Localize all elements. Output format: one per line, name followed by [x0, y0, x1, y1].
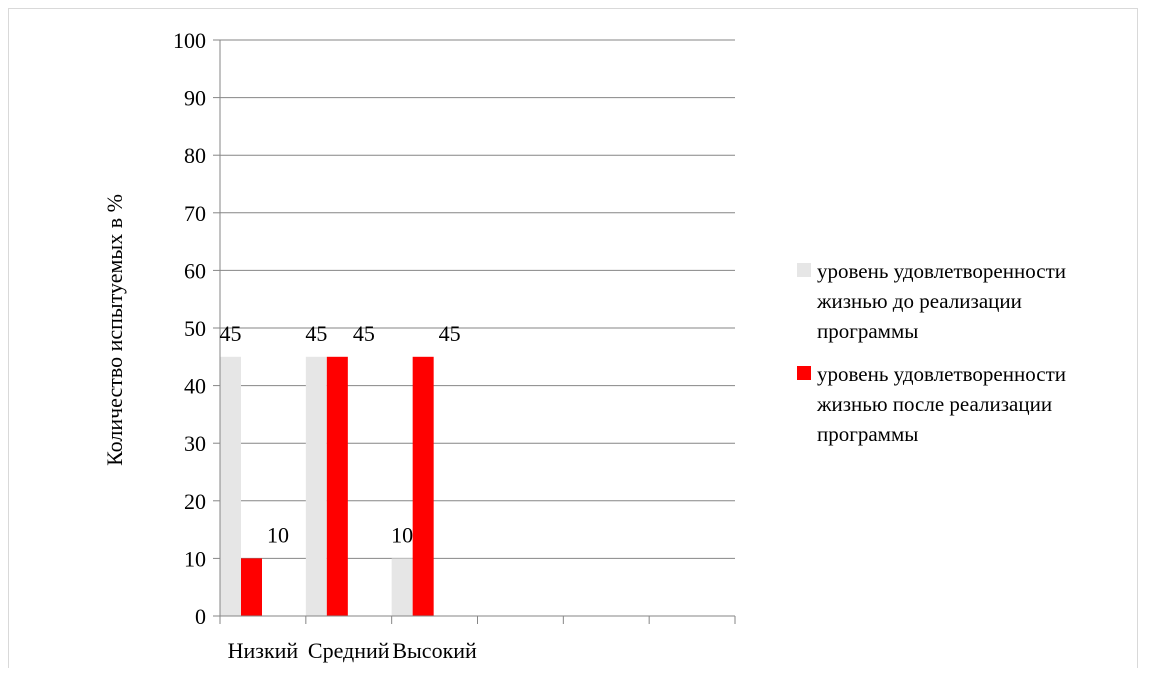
- data-label: 45: [353, 321, 375, 346]
- data-label: 45: [305, 321, 327, 346]
- y-tick-label: 50: [184, 316, 206, 341]
- axes: [213, 39, 736, 624]
- bar-before: [391, 558, 413, 616]
- data-label: 45: [439, 321, 461, 346]
- legend-label: уровень удовлетворенности: [817, 259, 1066, 283]
- legend-label: жизнью после реализации: [816, 392, 1052, 416]
- y-axis-title: Количество испытуемых в %: [102, 194, 127, 466]
- y-tick-label: 20: [184, 489, 206, 514]
- bars: [220, 356, 434, 616]
- y-tick-label: 90: [184, 86, 206, 111]
- x-tick-label: Средний: [308, 638, 390, 663]
- bar-after: [241, 558, 262, 616]
- y-tick-label: 70: [184, 201, 206, 226]
- y-tick-label: 80: [184, 143, 206, 168]
- gridlines: [220, 39, 735, 559]
- data-label: 10: [267, 522, 289, 547]
- legend-swatch: [797, 263, 811, 277]
- legend-label: жизнью до реализации: [816, 289, 1022, 313]
- legend-swatch: [797, 366, 811, 380]
- data-label: 45: [220, 321, 242, 346]
- x-tick-label: Низкий: [228, 638, 299, 663]
- bar-before: [305, 356, 327, 616]
- y-tick-label: 40: [184, 374, 206, 399]
- y-tick-label: 30: [184, 431, 206, 456]
- data-label: 10: [391, 522, 413, 547]
- legend-label: программы: [817, 319, 918, 343]
- bar-after: [326, 356, 348, 616]
- x-tick-label: Высокий: [392, 638, 477, 663]
- bar-before: [220, 356, 241, 616]
- legend-label: уровень удовлетворенности: [817, 362, 1066, 386]
- legend: уровень удовлетворенности жизнью до реали…: [797, 259, 1066, 446]
- y-tick-label: 10: [184, 546, 206, 571]
- legend-label: программы: [817, 422, 918, 446]
- y-tick-label: 100: [173, 28, 206, 53]
- y-tick-label: 60: [184, 258, 206, 283]
- bar-after: [412, 356, 434, 616]
- labels: 0 10 20 30 40 50 60 70 80 90 100 Низкий Средний Высок…: [173, 28, 477, 663]
- y-tick-label: 0: [195, 604, 206, 629]
